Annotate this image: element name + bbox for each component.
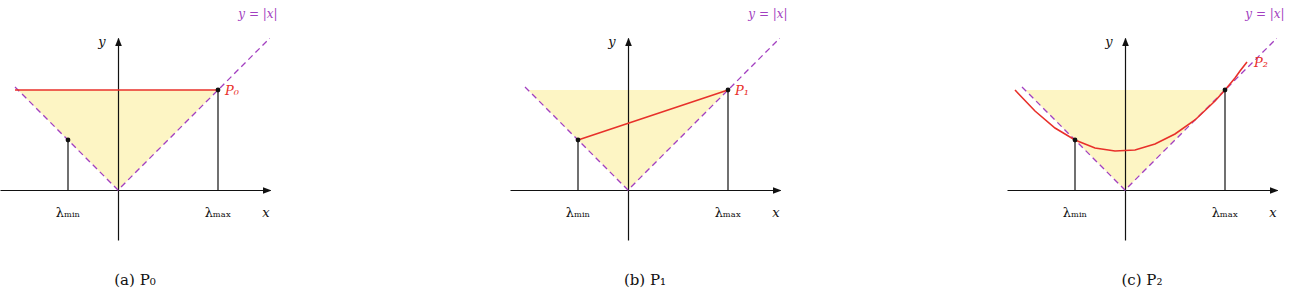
axis-line [628,39,629,241]
polynomial [15,89,218,91]
series-label: y = |x| [747,7,787,21]
y-axis [118,39,119,241]
figure: λₘᵢₙ λₘₐₓ y = |x| P₀ x y (a) P₀ λₘᵢₙ λₘₐₓ y = |x|… [0,0,1309,302]
y-axis [628,39,629,241]
axis-title: x [1269,205,1277,220]
eigenvalue-label: λₘₐₓ [1212,205,1239,220]
point [216,88,221,93]
point [726,88,731,93]
point [1223,88,1228,93]
panel: λₘᵢₙ λₘₐₓ y = |x| P₂ x y (c) P₂ [1008,7,1285,289]
polynomial [578,90,728,140]
axis-title: x [772,205,780,220]
polynomial [1015,62,1247,151]
reference-line [15,38,270,190]
eigenvalue-line [577,140,578,190]
eigenvalue-label: λₘᵢₙ [566,205,590,220]
point [66,138,71,143]
reference-line [525,38,780,190]
eigenvalue-line [1074,140,1075,190]
eigenvalue-line [67,140,68,190]
eigenvalue-label: λₘₐₓ [205,205,232,220]
dots [66,88,221,143]
y-axis [1125,39,1126,241]
line-layer [15,38,270,190]
panel-title: (b) P₁ [624,271,666,289]
x-axis [1,190,271,191]
axis-title: x [262,205,270,220]
panel: λₘᵢₙ λₘₐₓ y = |x| P₁ x y (b) P₁ [511,7,788,289]
axis-line [1125,39,1126,241]
point [1073,138,1078,143]
x-axis [511,190,781,191]
eigenvalue-line [1224,90,1225,190]
point [576,138,581,143]
panel-title: (c) P₂ [1122,271,1163,289]
axis-line [511,190,781,191]
axis-line [118,39,119,241]
eigenvalue-line [217,90,218,190]
eigenvalue-label: λₘᵢₙ [56,205,80,220]
series-label: y = |x| [1244,7,1284,21]
eigenvalue-line [727,90,728,190]
axis-title: y [97,34,106,49]
dots [576,88,731,143]
line-layer [525,38,780,190]
series-label: P₀ [224,83,240,98]
reference-line [1022,38,1277,190]
axis-title: y [1104,34,1113,49]
line-layer [1015,38,1277,190]
eigenvalue-label: λₘᵢₙ [1063,205,1087,220]
axis-line [1008,190,1278,191]
panel-title: (a) P₀ [114,271,156,289]
eigenvalue-label: λₘₐₓ [715,205,742,220]
series-label: P₁ [734,83,749,98]
series-label: y = |x| [237,7,277,21]
x-axis [1008,190,1278,191]
axis-line [1,190,271,191]
panel: λₘᵢₙ λₘₐₓ y = |x| P₀ x y (a) P₀ [1,7,278,289]
series-label: P₂ [1253,55,1268,70]
axis-title: y [607,34,616,49]
dots [1073,88,1228,143]
